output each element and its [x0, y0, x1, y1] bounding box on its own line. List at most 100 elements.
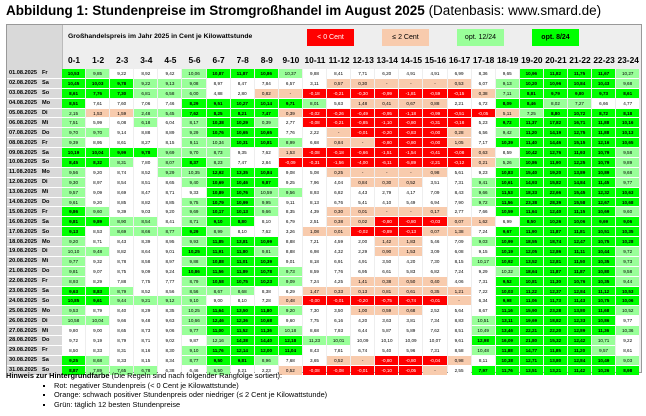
price-cell: 10,86	[519, 158, 543, 168]
price-cell: 10,27	[230, 98, 254, 109]
price-cell: 14,38	[230, 336, 254, 346]
note-orange: Orange: schwach positiver Stundenpreis o…	[54, 390, 327, 400]
price-cell: 9,42	[495, 128, 519, 139]
row-date: 29.08.2025	[9, 347, 37, 354]
price-cell: 7,76	[278, 128, 302, 139]
price-cell: 8,51	[62, 98, 86, 109]
price-cell: -1,56	[327, 158, 351, 168]
price-cell: 9,73	[592, 88, 616, 99]
price-cell: 8,97	[86, 177, 110, 188]
price-cell: 2,52	[423, 306, 447, 317]
price-cell: 8,33	[86, 345, 110, 356]
price-cell: 10,81	[519, 276, 543, 287]
price-cell: 10,46	[230, 177, 254, 188]
price-cell: 7,09	[423, 187, 447, 198]
price-cell: 15,58	[567, 197, 592, 208]
price-cell: 7,28	[254, 296, 278, 307]
hour-header: 20-21	[545, 55, 567, 65]
price-cell: 9,72	[62, 336, 86, 346]
price-cell: 6,21	[230, 365, 254, 376]
row-date: 25.08.2025	[9, 307, 37, 314]
price-cell: 10,75	[592, 237, 616, 248]
price-cell: 0,33	[327, 286, 351, 297]
price-cell: -0,80	[375, 138, 399, 149]
price-cell: 10,86	[592, 316, 616, 327]
price-cell: 10,58	[206, 276, 230, 287]
price-cell: 7,21	[302, 237, 327, 248]
price-cell: 10,86	[254, 69, 278, 79]
price-cell: 0,39	[254, 118, 278, 129]
price-cell: 7,76	[327, 266, 351, 277]
price-cell: 9,88	[302, 69, 327, 79]
price-cell: -0,74	[399, 296, 423, 307]
price-cell: 6,57	[278, 78, 302, 89]
price-cell: 13,46	[495, 326, 519, 337]
price-cell: 10,35	[182, 167, 206, 178]
price-cell: 9,87	[254, 177, 278, 188]
price-cell: 6,04	[158, 118, 182, 129]
price-cell: 9,86	[62, 207, 86, 218]
row-label: 10.08.2025 So	[7, 158, 62, 168]
price-cell: 8,95	[158, 237, 182, 248]
price-cell: 8,31	[110, 345, 134, 356]
price-cell: 13,80	[567, 306, 592, 317]
price-cell: 10,01	[327, 336, 351, 346]
price-cell: 9,80	[567, 88, 592, 99]
price-cell: 10,53	[62, 69, 86, 79]
legend-negative-label: < 0 Cent	[317, 34, 344, 41]
price-cell: 9,20	[86, 167, 110, 178]
price-cell: 11,89	[230, 266, 254, 277]
price-cell: 11,80	[254, 306, 278, 317]
price-cell: 10,85	[62, 296, 86, 307]
price-cell: 9,70	[62, 128, 86, 139]
price-cell: 9,48	[134, 316, 158, 327]
price-cell: 9,66	[471, 187, 495, 198]
price-cell: 6,79	[278, 217, 302, 228]
price-cell: 9,72	[616, 247, 640, 257]
table-row: 29.08.2025 Fr 8,50 8,33 8,31 8,16 8,30 9,10 11,7…	[7, 345, 640, 356]
price-cell: -0,12	[447, 158, 471, 168]
price-cell: 11,81	[567, 227, 592, 238]
table-subtitle: Großhandelspreis im Jahr 2025 in Cent je…	[68, 33, 253, 40]
price-cell: 8,80	[543, 108, 567, 119]
price-cell: 8,64	[134, 247, 158, 257]
price-cell: -0,08	[327, 365, 351, 376]
price-cell: 0,38	[375, 276, 399, 287]
price-cell: -	[399, 167, 423, 178]
row-date: 10.08.2025	[9, 159, 37, 166]
price-cell: 9,77	[616, 316, 640, 327]
price-cell: 8,38	[254, 286, 278, 297]
row-weekday: Fr	[42, 70, 48, 77]
price-cell: 5,46	[423, 237, 447, 248]
price-cell: -0,05	[471, 108, 495, 119]
price-cell: 7,62	[182, 108, 206, 119]
table-row: 16.08.2025 Sa 9,81 9,89 8,90 8,54 8,41 8,71 9,10…	[7, 217, 640, 228]
price-cell: 10,26	[592, 365, 616, 376]
hour-header: 12-13	[352, 55, 374, 65]
price-cell: 9,73	[616, 256, 640, 267]
row-date: 28.08.2025	[9, 337, 37, 344]
price-cell: 5,41	[351, 197, 375, 208]
price-cell: 6,72	[471, 98, 495, 109]
price-cell: 1,47	[302, 286, 327, 297]
price-cell: 5,99	[86, 118, 110, 129]
price-cell: 8,65	[158, 177, 182, 188]
price-cell: 9,79	[543, 88, 567, 99]
price-cell: 10,80	[592, 266, 616, 277]
price-cell: 14,40	[254, 336, 278, 346]
price-cell: 8,71	[182, 217, 206, 228]
price-cell: 7,47	[254, 108, 278, 119]
price-cell: 11,68	[592, 306, 616, 317]
price-cell: -0,08	[447, 148, 471, 159]
price-cell: 8,15	[134, 355, 158, 366]
price-cell: 0,25	[327, 167, 351, 178]
price-cell: 12,18	[278, 336, 302, 346]
price-cell: 8,79	[86, 306, 110, 317]
price-cell: 6,82	[327, 187, 351, 198]
price-cell: 19,69	[519, 316, 543, 327]
price-cell: 12,40	[543, 207, 567, 218]
price-cell: 12,25	[567, 158, 592, 168]
price-cell: 10,27	[616, 69, 640, 79]
price-cell: 9,30	[62, 177, 86, 188]
price-cell: 0,41	[375, 98, 399, 109]
